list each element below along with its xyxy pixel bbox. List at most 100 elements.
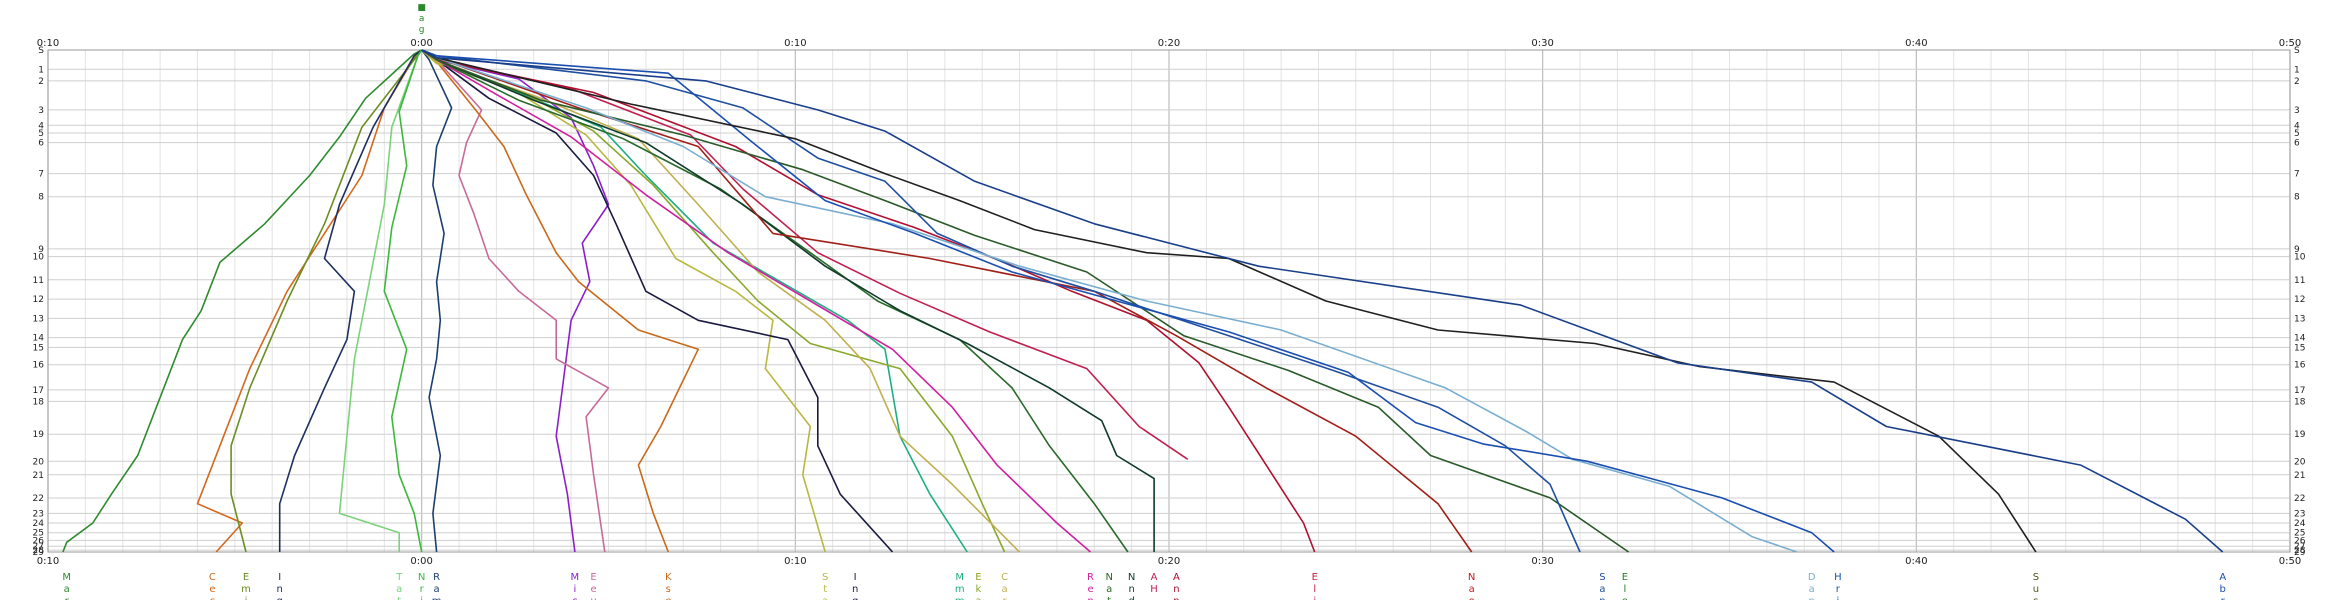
y-tick-label-right: 11 [2294, 276, 2305, 286]
runner-label-char: N [1468, 572, 1475, 583]
plot-border [47, 49, 2291, 553]
y-tick-label-right: 12 [2294, 295, 2305, 305]
runner-label-char: R [433, 572, 440, 583]
y-tick-label-right: 10 [2294, 253, 2306, 263]
runner-label-char: a [822, 596, 828, 600]
y-tick-label-right: 19 [2294, 430, 2306, 440]
y-tick-label-left: 12 [33, 295, 44, 305]
runner-label-char: n [1809, 596, 1815, 600]
y-tick-label-left: 7 [38, 170, 44, 180]
runner-label-char: R [1087, 572, 1094, 583]
x-tick-label-bottom: 0:20 [1158, 556, 1180, 567]
runner-label-char: a [1809, 584, 1815, 595]
top-marker-char: a [419, 14, 425, 24]
runner-label-char: e [665, 596, 671, 600]
y-tick-label-right: 8 [2294, 193, 2300, 203]
runner-label-char: t [823, 584, 827, 595]
runner-label-char: e [209, 584, 215, 595]
x-tick-label-top: 0:10 [784, 38, 806, 49]
runner-label-char: e [590, 584, 596, 595]
runner-label-char: i [420, 596, 423, 600]
series-line [421, 49, 1092, 553]
y-tick-label-left: 25 [33, 529, 44, 539]
runner-label-char: K [665, 572, 672, 583]
runner-label-char: H [1834, 572, 1842, 583]
runner-label-char: n [1173, 584, 1179, 595]
y-tick-label-right: 26 [2294, 536, 2306, 546]
runner-label-char: A [2219, 572, 2226, 583]
y-tick-label-left: 20 [33, 457, 45, 467]
runner-label-char: a [434, 584, 440, 595]
runner-label-char: m [955, 596, 965, 600]
top-marker-char: ■ [417, 3, 426, 13]
axes: 0:10 0:10 0:00 0:00 0:10 0:10 0:20 0:20 0:30 0:30… [33, 38, 2306, 567]
y-tick-label-right: 25 [2294, 529, 2305, 539]
y-tick-label-right: 3 [2294, 106, 2300, 116]
x-tick-label-top: 0:20 [1158, 38, 1180, 49]
runner-label-char: E [1312, 572, 1318, 583]
y-tick-label-left: 22 [33, 494, 44, 504]
runner-label-char: d [1128, 596, 1134, 600]
series-line [278, 49, 423, 552]
series-line [421, 49, 894, 553]
series-line [421, 49, 1155, 552]
y-tick-label-right: 27 [2294, 542, 2305, 552]
runner-label-char: a [396, 584, 402, 595]
runner-label-char: I [278, 572, 281, 583]
runner-label-char: g [276, 596, 282, 600]
y-tick-label-left: 14 [33, 334, 45, 344]
y-tick-label-right: 23 [2294, 509, 2305, 519]
x-tick-label-top: 0:40 [1905, 38, 1927, 49]
y-tick-label-right: 5 [2294, 129, 2300, 139]
y-tick-label-left: 19 [33, 430, 45, 440]
x-tick-label-top: 0:30 [1531, 38, 1553, 49]
runner-label-char: M [955, 572, 964, 583]
y-tick-label-right: 7 [2294, 170, 2300, 180]
runner-label-char: S [2033, 572, 2039, 583]
runner-label-char: A [1151, 572, 1158, 583]
runner-label-char: n [1087, 596, 1093, 600]
x-tick-label-top: 0:10 [37, 38, 59, 49]
runner-label-char: a [1002, 584, 1008, 595]
runner-label-char: r [420, 584, 425, 595]
runner-label-char: n [1173, 596, 1179, 600]
runner-label-char: r [1003, 596, 1008, 600]
y-tick-label-left: 9 [38, 245, 44, 255]
runner-label-char: l [1313, 584, 1316, 595]
runner-label-char: E [243, 572, 249, 583]
runner-label-char: t [397, 596, 401, 600]
runner-label-char: I [854, 572, 857, 583]
runner-label-char: g [852, 596, 858, 600]
y-tick-label-right: S [2294, 46, 2300, 56]
y-tick-label-right: 1 [2294, 65, 2300, 75]
runner-label-char: a [1469, 584, 1475, 595]
runner-label-char: l [1623, 584, 1626, 595]
runner-label-char: n [852, 584, 858, 595]
y-tick-label-left: 2 [38, 77, 44, 87]
x-tick-label-bottom: 0:40 [1905, 556, 1927, 567]
runner-label-char: c [210, 596, 216, 600]
runner-label-char: k [976, 584, 982, 595]
y-tick-label-right: 13 [2294, 314, 2305, 324]
runner-label-char: c [572, 596, 578, 600]
series-line [421, 49, 1630, 553]
series-line [421, 49, 1835, 553]
y-tick-label-left: 17 [33, 386, 44, 396]
y-tick-label-right: 15 [2294, 343, 2305, 353]
runner-label-char: e [1087, 584, 1093, 595]
y-tick-label-right: 4 [2294, 121, 2300, 131]
y-tick-label-right: 16 [2294, 361, 2306, 371]
runner-label-char: T [395, 572, 403, 583]
top-marker-char: g [419, 25, 425, 35]
runner-label-char: S [822, 572, 828, 583]
y-tick-label-right: 17 [2294, 386, 2305, 396]
bottom-labels: MarCecEmiIngTatNriRamMicEevKseStaIngMmmE… [62, 572, 2226, 604]
series-line [230, 49, 423, 553]
x-tick-label-bottom: 0:50 [2279, 556, 2301, 567]
runner-label-char: i [1313, 596, 1316, 600]
x-tick-label-bottom: 0:10 [784, 556, 806, 567]
top-marker: ■ag [417, 3, 426, 35]
runner-label-char: M [571, 572, 580, 583]
